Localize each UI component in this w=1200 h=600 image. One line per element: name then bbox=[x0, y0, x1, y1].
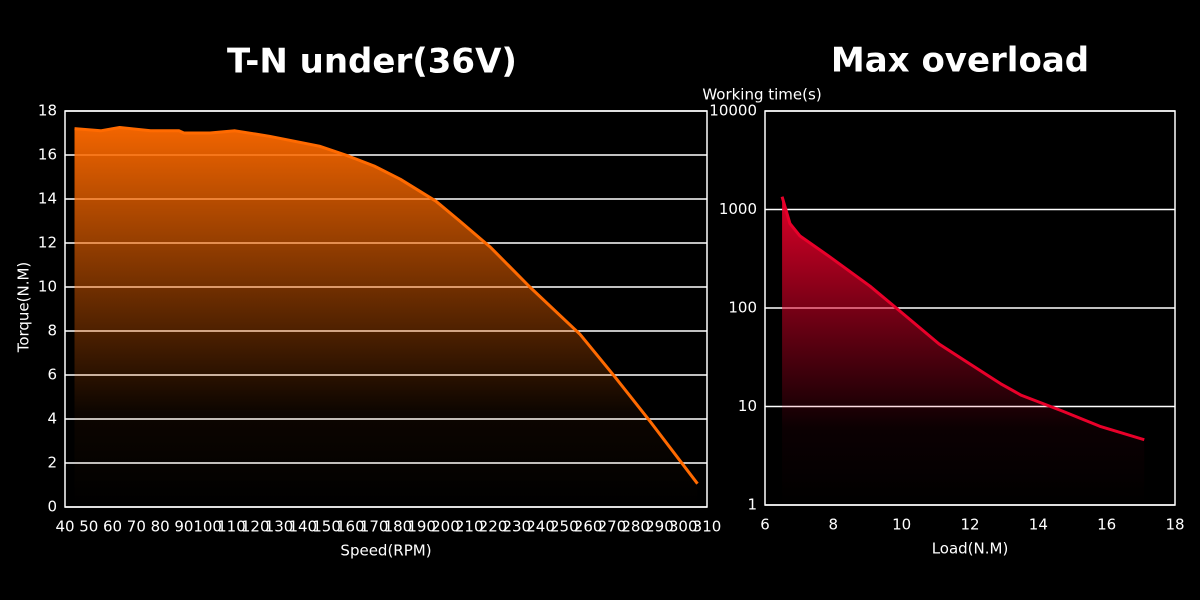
y-tick-label: 1000 bbox=[719, 200, 757, 218]
x-tick-label: 14 bbox=[1029, 516, 1048, 534]
y-tick-label: 6 bbox=[47, 366, 57, 384]
y-tick-label: 18 bbox=[38, 102, 57, 120]
x-tick-label: 140 bbox=[288, 518, 317, 536]
x-tick-label: 160 bbox=[336, 518, 365, 536]
line bbox=[74, 126, 699, 485]
x-tick-label: 260 bbox=[574, 518, 603, 536]
y-axis-label: Torque(N.M) bbox=[15, 262, 33, 354]
x-tick-label: 230 bbox=[502, 518, 531, 536]
y-tick-label: 10 bbox=[738, 397, 757, 415]
y-axis-label: Working time(s) bbox=[702, 86, 821, 104]
x-tick-label: 120 bbox=[241, 518, 270, 536]
chart-title: Max overload bbox=[831, 41, 1089, 81]
x-tick-label: 200 bbox=[431, 518, 460, 536]
x-tick-label: 90 bbox=[174, 518, 193, 536]
x-axis-label: Speed(RPM) bbox=[340, 542, 431, 560]
area-fill bbox=[782, 196, 1145, 506]
x-tick-label: 12 bbox=[960, 516, 979, 534]
x-tick-label: 280 bbox=[621, 518, 650, 536]
x-tick-label: 100 bbox=[193, 518, 222, 536]
x-tick-label: 300 bbox=[669, 518, 698, 536]
x-tick-label: 220 bbox=[479, 518, 508, 536]
line bbox=[780, 196, 1145, 442]
x-tick-label: 170 bbox=[360, 518, 389, 536]
chart-title: T-N under(36V) bbox=[227, 42, 517, 82]
plot-border bbox=[64, 110, 708, 508]
plot-border bbox=[764, 110, 1176, 506]
y-tick-label: 0 bbox=[47, 498, 57, 516]
x-tick-label: 6 bbox=[760, 516, 770, 534]
x-tick-label: 70 bbox=[127, 518, 146, 536]
x-tick-label: 60 bbox=[103, 518, 122, 536]
x-tick-label: 180 bbox=[384, 518, 413, 536]
x-tick-label: 10 bbox=[892, 516, 911, 534]
x-tick-label: 290 bbox=[645, 518, 674, 536]
y-tick-label: 10 bbox=[38, 278, 57, 296]
x-tick-label: 250 bbox=[550, 518, 579, 536]
y-tick-label: 14 bbox=[38, 190, 57, 208]
x-tick-label: 270 bbox=[598, 518, 627, 536]
x-tick-label: 80 bbox=[151, 518, 170, 536]
x-tick-label: 18 bbox=[1165, 516, 1184, 534]
y-tick-label: 1 bbox=[747, 496, 757, 514]
y-tick-label: 8 bbox=[47, 322, 57, 340]
y-tick-label: 12 bbox=[38, 234, 57, 252]
x-tick-label: 50 bbox=[79, 518, 98, 536]
x-tick-label: 8 bbox=[829, 516, 839, 534]
x-axis-label: Load(N.M) bbox=[932, 540, 1009, 558]
x-tick-label: 110 bbox=[217, 518, 246, 536]
y-tick-label: 4 bbox=[47, 410, 57, 428]
x-tick-label: 150 bbox=[312, 518, 341, 536]
y-tick-label: 16 bbox=[38, 146, 57, 164]
x-tick-label: 240 bbox=[526, 518, 555, 536]
y-tick-label: 10000 bbox=[709, 102, 757, 120]
x-tick-label: 310 bbox=[693, 518, 722, 536]
x-tick-label: 16 bbox=[1097, 516, 1116, 534]
area-fill bbox=[74, 127, 698, 507]
y-tick-label: 100 bbox=[728, 299, 757, 317]
x-tick-label: 130 bbox=[265, 518, 294, 536]
x-tick-label: 210 bbox=[455, 518, 484, 536]
x-tick-label: 40 bbox=[55, 518, 74, 536]
y-tick-label: 2 bbox=[47, 454, 57, 472]
x-tick-label: 190 bbox=[407, 518, 436, 536]
